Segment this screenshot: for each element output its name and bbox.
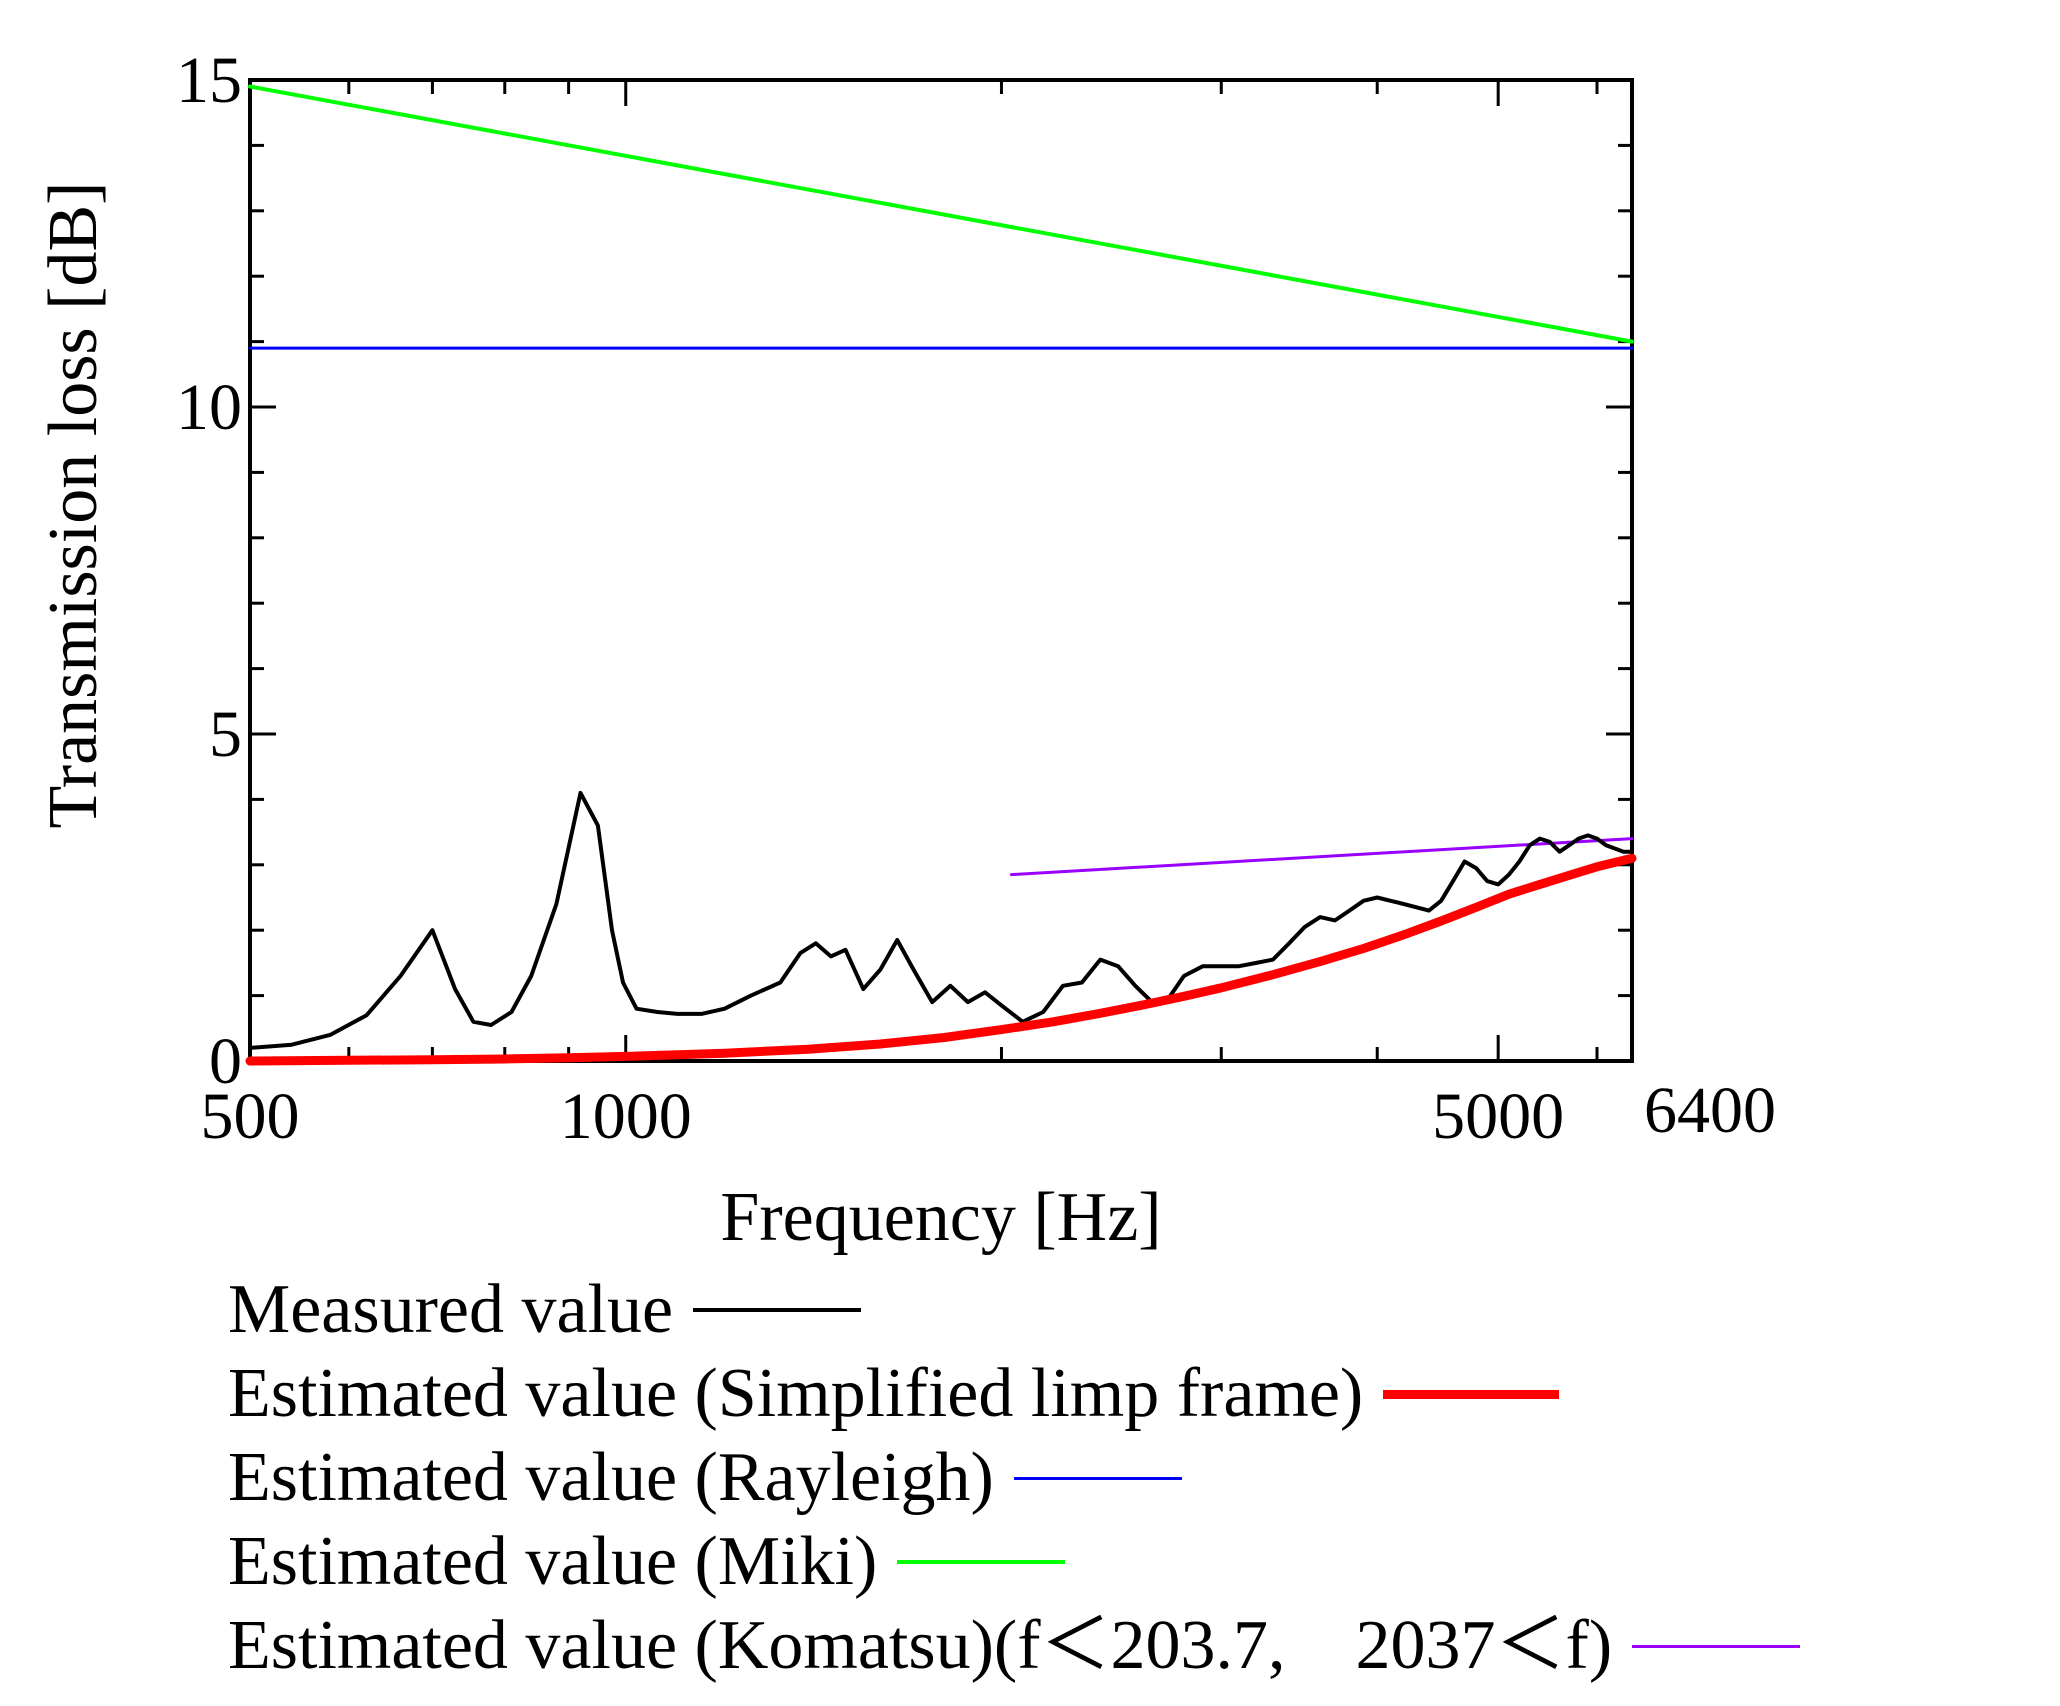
legend-item: Estimated value (Rayleigh) (228, 1436, 1182, 1520)
axis-tick-labels: 0 5 10 15 500 1000 5000 6400 (176, 44, 1776, 1153)
x-tick-label: 5000 (1432, 1080, 1564, 1153)
plot-frame (248, 78, 1634, 1063)
x-tick-label: 6400 (1644, 1074, 1776, 1147)
legend-item: Measured value (228, 1268, 862, 1352)
y-tick-label: 0 (209, 1025, 242, 1098)
series-line-0 (248, 790, 1634, 1050)
legend-item: Estimated value (Miki) (228, 1520, 1066, 1604)
series-line-4 (1009, 837, 1634, 877)
legend-item: Estimated value (Simplified limp frame) (228, 1352, 1560, 1436)
legend-swatch (1632, 1644, 1801, 1648)
axis-ticks (250, 78, 1632, 1063)
y-tick-label: 10 (176, 371, 242, 444)
legend-swatch (693, 1308, 862, 1312)
y-tick-label: 15 (176, 44, 242, 117)
x-tick-label: 1000 (560, 1080, 692, 1153)
legend-swatch (1013, 1476, 1182, 1480)
legend-label: Estimated value (Rayleigh) (228, 1439, 994, 1516)
legend-label: Measured value (228, 1271, 674, 1348)
series-layer (245, 84, 1637, 1066)
x-axis-title: Frequency [Hz] (720, 1179, 1161, 1256)
y-axis-title: Transmission loss [dB] (35, 182, 112, 829)
legend-label: Estimated value (Komatsu)(f＜203.7, 2037＜… (228, 1607, 1613, 1684)
y-tick-label: 5 (209, 698, 242, 771)
legend-swatch (897, 1560, 1066, 1564)
legend-label: Estimated value (Miki) (228, 1523, 878, 1600)
x-tick-label: 500 (201, 1080, 300, 1153)
legend-swatch (1383, 1389, 1560, 1399)
series-line-1 (245, 853, 1637, 1066)
legend-item: Estimated value (Komatsu)(f＜203.7, 2037＜… (228, 1604, 1801, 1688)
series-line-3 (248, 84, 1634, 344)
legend-label: Estimated value (Simplified limp frame) (228, 1355, 1364, 1432)
